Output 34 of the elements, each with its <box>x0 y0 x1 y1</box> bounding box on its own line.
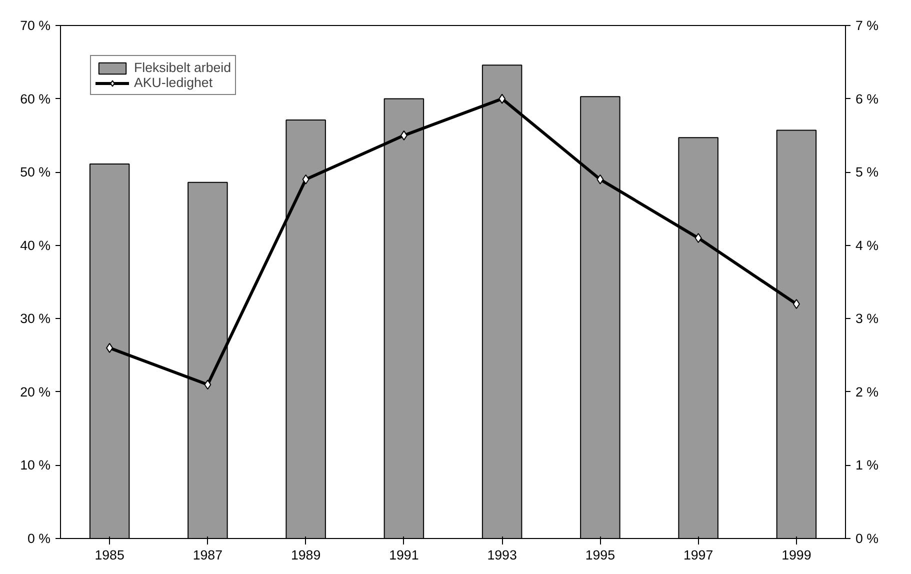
x-tick-label: 1991 <box>389 548 419 562</box>
y-tick-label: 70 % <box>20 18 51 33</box>
y2-tick-label: 7 % <box>856 18 879 33</box>
x-tick-label: 1997 <box>683 548 714 562</box>
y-tick-label: 40 % <box>20 238 51 253</box>
point <box>204 380 212 390</box>
point <box>302 174 310 184</box>
y-tick-label: 30 % <box>20 311 51 326</box>
y2-tick-label: 4 % <box>856 238 879 253</box>
x-tick-label: 1999 <box>782 548 812 562</box>
y-tick-label: 50 % <box>20 164 51 180</box>
legend-label: AKU-ledighet <box>134 75 213 90</box>
point <box>792 298 800 309</box>
point <box>400 130 408 140</box>
y-tick-label: 10 % <box>20 458 51 473</box>
point <box>694 233 702 244</box>
y-tick-label: 60 % <box>20 91 51 106</box>
y2-tick-label: 0 % <box>856 531 879 546</box>
point <box>106 342 114 353</box>
y2-tick-label: 2 % <box>856 384 879 400</box>
y2-tick-label: 3 % <box>856 311 879 326</box>
x-tick-label: 1995 <box>585 548 616 562</box>
y2-tick-label: 1 % <box>856 458 879 473</box>
y2-tick-label: 6 % <box>856 91 879 106</box>
legend-label: Fleksibelt arbeid <box>134 60 232 75</box>
y-tick-label: 0 % <box>28 531 51 546</box>
y2-tick-label: 5 % <box>856 164 879 180</box>
x-tick-label: 1989 <box>290 548 321 562</box>
x-tick-label: 1993 <box>487 548 517 562</box>
x-tick-label: 1987 <box>192 548 223 562</box>
point <box>596 174 604 184</box>
x-tick-label: 1985 <box>94 548 124 562</box>
y-tick-label: 20 % <box>20 384 51 400</box>
point <box>498 94 506 104</box>
